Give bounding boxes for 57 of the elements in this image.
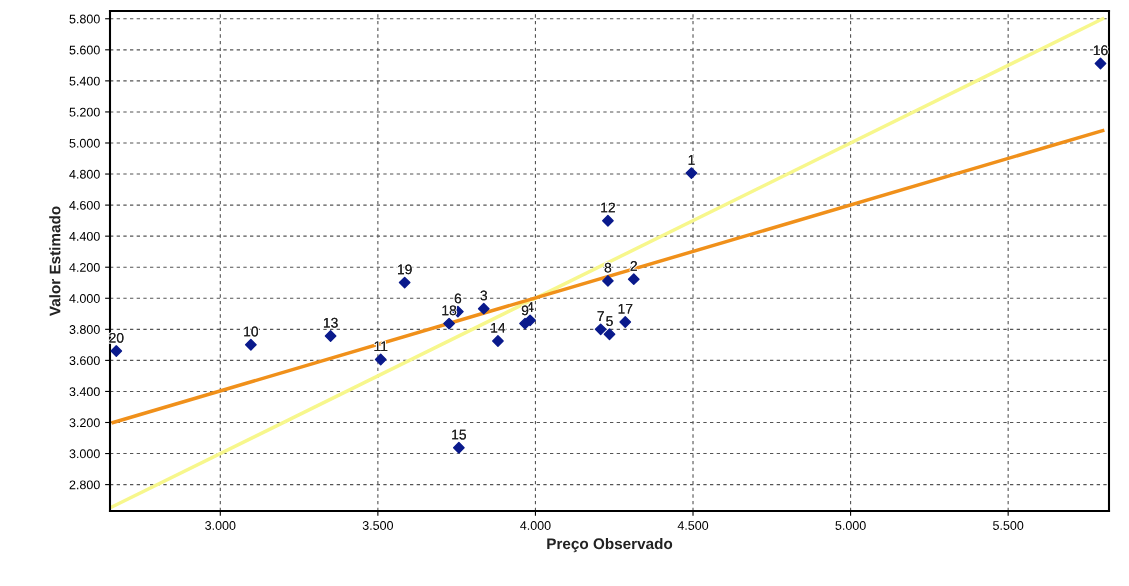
point (477, 302, 490, 315)
y-tick-label: 4.600 (69, 200, 100, 210)
y-tick-label: 5.200 (69, 107, 100, 117)
y-tick-label: 3.600 (69, 356, 100, 366)
annotation: 8 (604, 262, 612, 273)
x-tick-label: 3.000 (205, 521, 236, 530)
y-tick-label: 3.400 (69, 387, 100, 397)
x-tick-label: 3.500 (362, 521, 394, 530)
annotation: 3 (480, 290, 488, 301)
point (602, 214, 614, 227)
point (244, 338, 257, 351)
point (627, 273, 640, 286)
annotation: 9 (521, 305, 529, 316)
annotation: 14 (491, 322, 506, 333)
y-tick-label: 5.800 (69, 14, 100, 24)
y-tick-label: 4.800 (69, 169, 100, 179)
point (452, 441, 465, 454)
y-tick-label: 5.000 (69, 138, 100, 148)
point (603, 328, 616, 341)
point (374, 353, 387, 366)
annotation: 6 (454, 293, 462, 304)
annotation: 17 (618, 304, 633, 314)
annotation: 1 (688, 155, 695, 165)
y-tick-label: 3.200 (69, 418, 100, 428)
point (602, 274, 614, 287)
point (492, 335, 504, 347)
point (443, 317, 455, 330)
y-tick-label: 3.800 (69, 325, 100, 334)
point (685, 167, 698, 180)
point (324, 330, 337, 342)
annotation: 13 (323, 317, 338, 328)
y-tick-label: 4.400 (69, 231, 100, 241)
x-tick-label: 4.500 (677, 521, 709, 530)
y-tick-label: 5.400 (69, 76, 100, 86)
x-tick-label: 5.000 (835, 521, 866, 530)
y-tick-label: 2.800 (69, 480, 100, 490)
x-tick-label: 5.500 (993, 521, 1024, 530)
point (619, 316, 632, 328)
y-tick-label: 4.200 (69, 263, 100, 272)
x-tick-label: 4.000 (520, 521, 551, 530)
point (110, 345, 123, 357)
y-axis-title: Valor Estimado (49, 206, 61, 317)
annotation: 10 (244, 326, 259, 337)
annotation: 15 (452, 429, 466, 440)
annotation: 12 (601, 202, 615, 213)
point (519, 317, 531, 330)
point (398, 276, 411, 289)
point (594, 323, 607, 336)
annotation: 7 (597, 311, 604, 321)
point (1094, 57, 1107, 70)
annotation: 16 (1093, 45, 1108, 56)
y-tick-label: 4.000 (69, 294, 100, 303)
x-axis-title: Preço Observado (547, 537, 673, 553)
y-tick-label: 3.000 (69, 449, 100, 459)
annotation: 5 (606, 316, 613, 326)
annotation: 19 (397, 264, 412, 275)
y-tick-label: 5.600 (69, 45, 100, 55)
